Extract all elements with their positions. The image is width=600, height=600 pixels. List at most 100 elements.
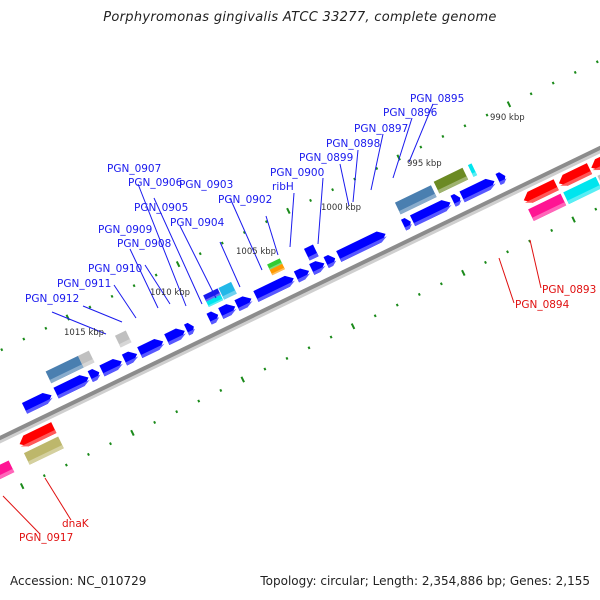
ruler-label-990kbp: 990 kbp xyxy=(490,113,525,123)
minor-tick xyxy=(573,70,577,75)
map-title: Porphyromonas gingivalis ATCC 33277, com… xyxy=(103,10,497,25)
leader-line xyxy=(408,103,434,163)
feature-olive[interactable] xyxy=(433,167,469,194)
gene-label-dnak[interactable]: dnaK xyxy=(62,518,90,530)
gene-label-pgn_0912[interactable]: PGN_0912 xyxy=(25,293,79,305)
minor-tick xyxy=(87,452,90,456)
gene-label-pgn_0910[interactable]: PGN_0910 xyxy=(88,263,142,275)
cds-forward[interactable] xyxy=(495,171,508,185)
minor-tick xyxy=(132,284,136,288)
leader-line xyxy=(265,215,279,256)
cds-forward[interactable] xyxy=(459,176,497,203)
minor-tick xyxy=(419,145,423,149)
cds-forward[interactable] xyxy=(409,197,453,227)
major-tick xyxy=(175,261,181,268)
gene-label-pgn_0900[interactable]: PGN_0900 xyxy=(270,167,324,179)
cds-forward[interactable] xyxy=(234,293,254,312)
cds-forward[interactable] xyxy=(121,349,140,366)
feature-blue[interactable] xyxy=(203,288,221,302)
gene-label-pgn_0917[interactable]: PGN_0917 xyxy=(19,532,73,544)
gene-labels: PGN_0895 PGN_0896 PGN_0897 PGN_0898 PGN_0899… xyxy=(19,93,596,544)
leader-line xyxy=(144,264,171,305)
gene-label-ribh[interactable]: ribH xyxy=(272,181,294,193)
minor-tick xyxy=(594,207,598,211)
cds-forward[interactable] xyxy=(323,253,338,268)
cds-forward[interactable] xyxy=(218,301,238,319)
feature-magenta[interactable] xyxy=(0,460,15,481)
minor-tick xyxy=(154,273,158,277)
gene-label-pgn_0911[interactable]: PGN_0911 xyxy=(57,278,111,290)
cds-reverse[interactable] xyxy=(521,179,559,205)
cds-forward[interactable] xyxy=(450,192,462,207)
gene-label-pgn_0909[interactable]: PGN_0909 xyxy=(98,224,152,236)
cds-forward[interactable] xyxy=(309,258,327,275)
minor-tick xyxy=(595,60,599,64)
major-tick xyxy=(130,429,135,436)
cds-forward[interactable] xyxy=(183,321,196,336)
cds-forward[interactable] xyxy=(87,367,102,382)
feature-cyan[interactable] xyxy=(467,163,478,177)
feature-cyan[interactable] xyxy=(206,294,224,308)
cds-forward[interactable] xyxy=(21,390,54,414)
leader-line xyxy=(2,495,41,535)
gene-label-pgn_0894[interactable]: PGN_0894 xyxy=(515,299,570,311)
ruler-labels: 990 kbp 995 kbp 1000 kbp 1005 kbp 1010 kbp 10… xyxy=(64,113,525,338)
cds-forward[interactable] xyxy=(336,228,388,262)
cds-reverse[interactable] xyxy=(589,152,600,173)
feature-magenta[interactable] xyxy=(528,193,567,222)
ruler-label-1010kbp: 1010 kbp xyxy=(150,288,190,298)
feature-track xyxy=(0,152,600,481)
gene-label-pgn_0902[interactable]: PGN_0902 xyxy=(218,194,272,206)
gene-label-pgn_0893[interactable]: PGN_0893 xyxy=(542,284,596,296)
major-tick xyxy=(571,216,576,223)
major-tick xyxy=(396,154,401,161)
minor-tick xyxy=(263,367,267,371)
cds-forward[interactable] xyxy=(164,325,187,345)
cds-forward[interactable] xyxy=(253,273,296,302)
forward-tick-track xyxy=(0,60,599,352)
gene-label-pgn_0905[interactable]: PGN_0905 xyxy=(134,202,188,214)
minor-tick xyxy=(42,474,46,478)
gene-label-pgn_0907[interactable]: PGN_0907 xyxy=(107,163,161,175)
gene-label-pgn_0906[interactable]: PGN_0906 xyxy=(128,177,183,189)
minor-tick xyxy=(506,250,509,254)
cds-forward[interactable] xyxy=(400,216,413,231)
leader-line xyxy=(129,248,159,309)
leader-line xyxy=(498,257,515,304)
minor-tick xyxy=(329,335,333,339)
gene-label-pgn_0897[interactable]: PGN_0897 xyxy=(354,123,408,135)
feature-gray[interactable] xyxy=(78,350,95,368)
gene-label-pgn_0898[interactable]: PGN_0898 xyxy=(326,138,380,150)
feature-gray[interactable] xyxy=(114,330,132,348)
major-tick xyxy=(19,483,25,490)
minor-tick xyxy=(220,241,224,245)
feature-skyblue[interactable] xyxy=(218,281,237,300)
major-tick xyxy=(286,207,291,214)
feature-steelblue[interactable] xyxy=(45,355,84,384)
cds-forward[interactable] xyxy=(137,336,166,359)
minor-tick xyxy=(285,356,289,360)
gene-label-pgn_0896[interactable]: PGN_0896 xyxy=(383,107,438,119)
cds-reverse[interactable] xyxy=(556,163,593,189)
minor-tick xyxy=(373,314,377,318)
cds-forward[interactable] xyxy=(53,372,91,399)
cds-reverse[interactable] xyxy=(17,422,57,449)
cds-forward[interactable] xyxy=(293,265,312,283)
gene-label-pgn_0895[interactable]: PGN_0895 xyxy=(410,93,464,105)
gene-label-pgn_0904[interactable]: PGN_0904 xyxy=(170,217,225,229)
feature-orange[interactable] xyxy=(269,263,285,276)
feature-green[interactable] xyxy=(267,258,283,270)
leader-line xyxy=(137,183,187,307)
cds-forward[interactable] xyxy=(99,356,124,377)
leader-line xyxy=(51,311,107,335)
gene-label-pgn_0903[interactable]: PGN_0903 xyxy=(179,179,233,191)
gene-label-pgn_0899[interactable]: PGN_0899 xyxy=(299,152,353,164)
cds-forward[interactable] xyxy=(303,244,319,261)
gene-label-pgn_0908[interactable]: PGN_0908 xyxy=(117,238,171,250)
feature-steelblue[interactable] xyxy=(394,185,437,215)
leader-line xyxy=(179,225,217,299)
feature-khaki[interactable] xyxy=(23,436,64,465)
feature-cyan[interactable] xyxy=(563,176,600,205)
cds-forward[interactable] xyxy=(206,309,221,325)
major-tick xyxy=(350,323,356,330)
